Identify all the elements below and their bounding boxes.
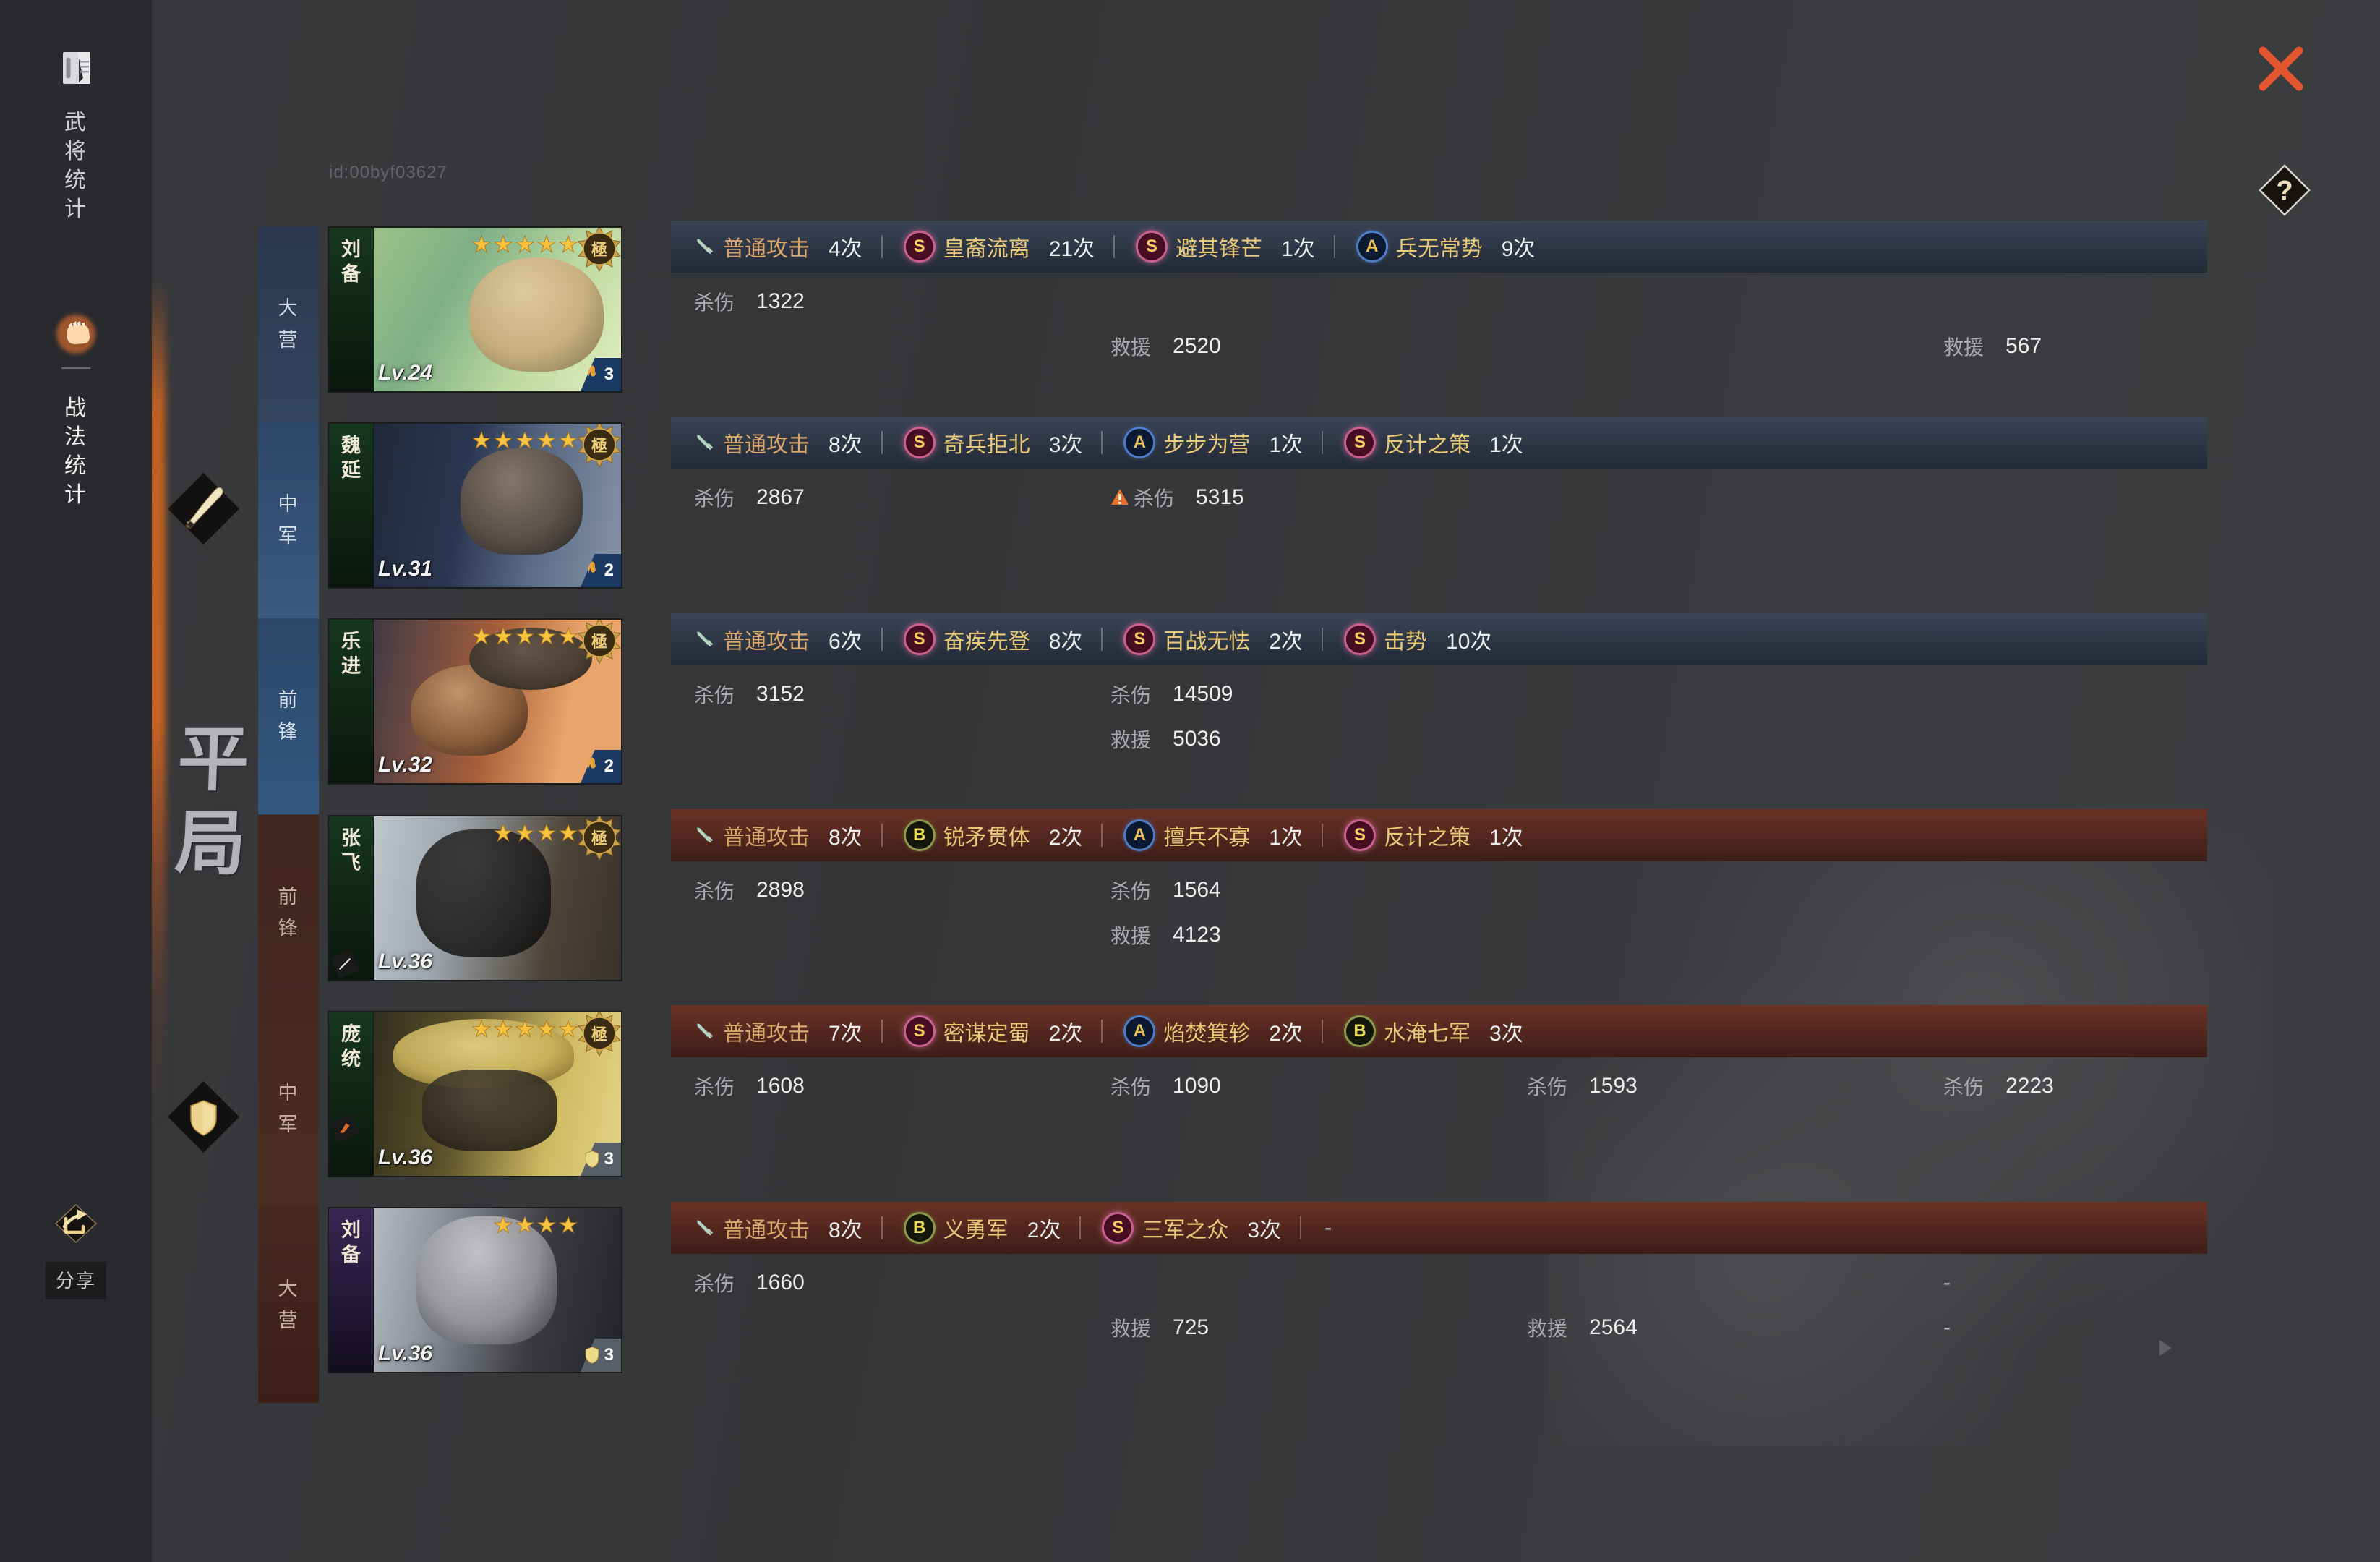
svg-text:極: 極: [591, 241, 607, 259]
svg-text:極: 極: [591, 633, 607, 651]
svg-text:極: 極: [591, 829, 607, 848]
svg-text:極: 極: [591, 1025, 607, 1044]
svg-text:極: 極: [591, 437, 607, 455]
svg-text:?: ?: [2276, 176, 2293, 206]
